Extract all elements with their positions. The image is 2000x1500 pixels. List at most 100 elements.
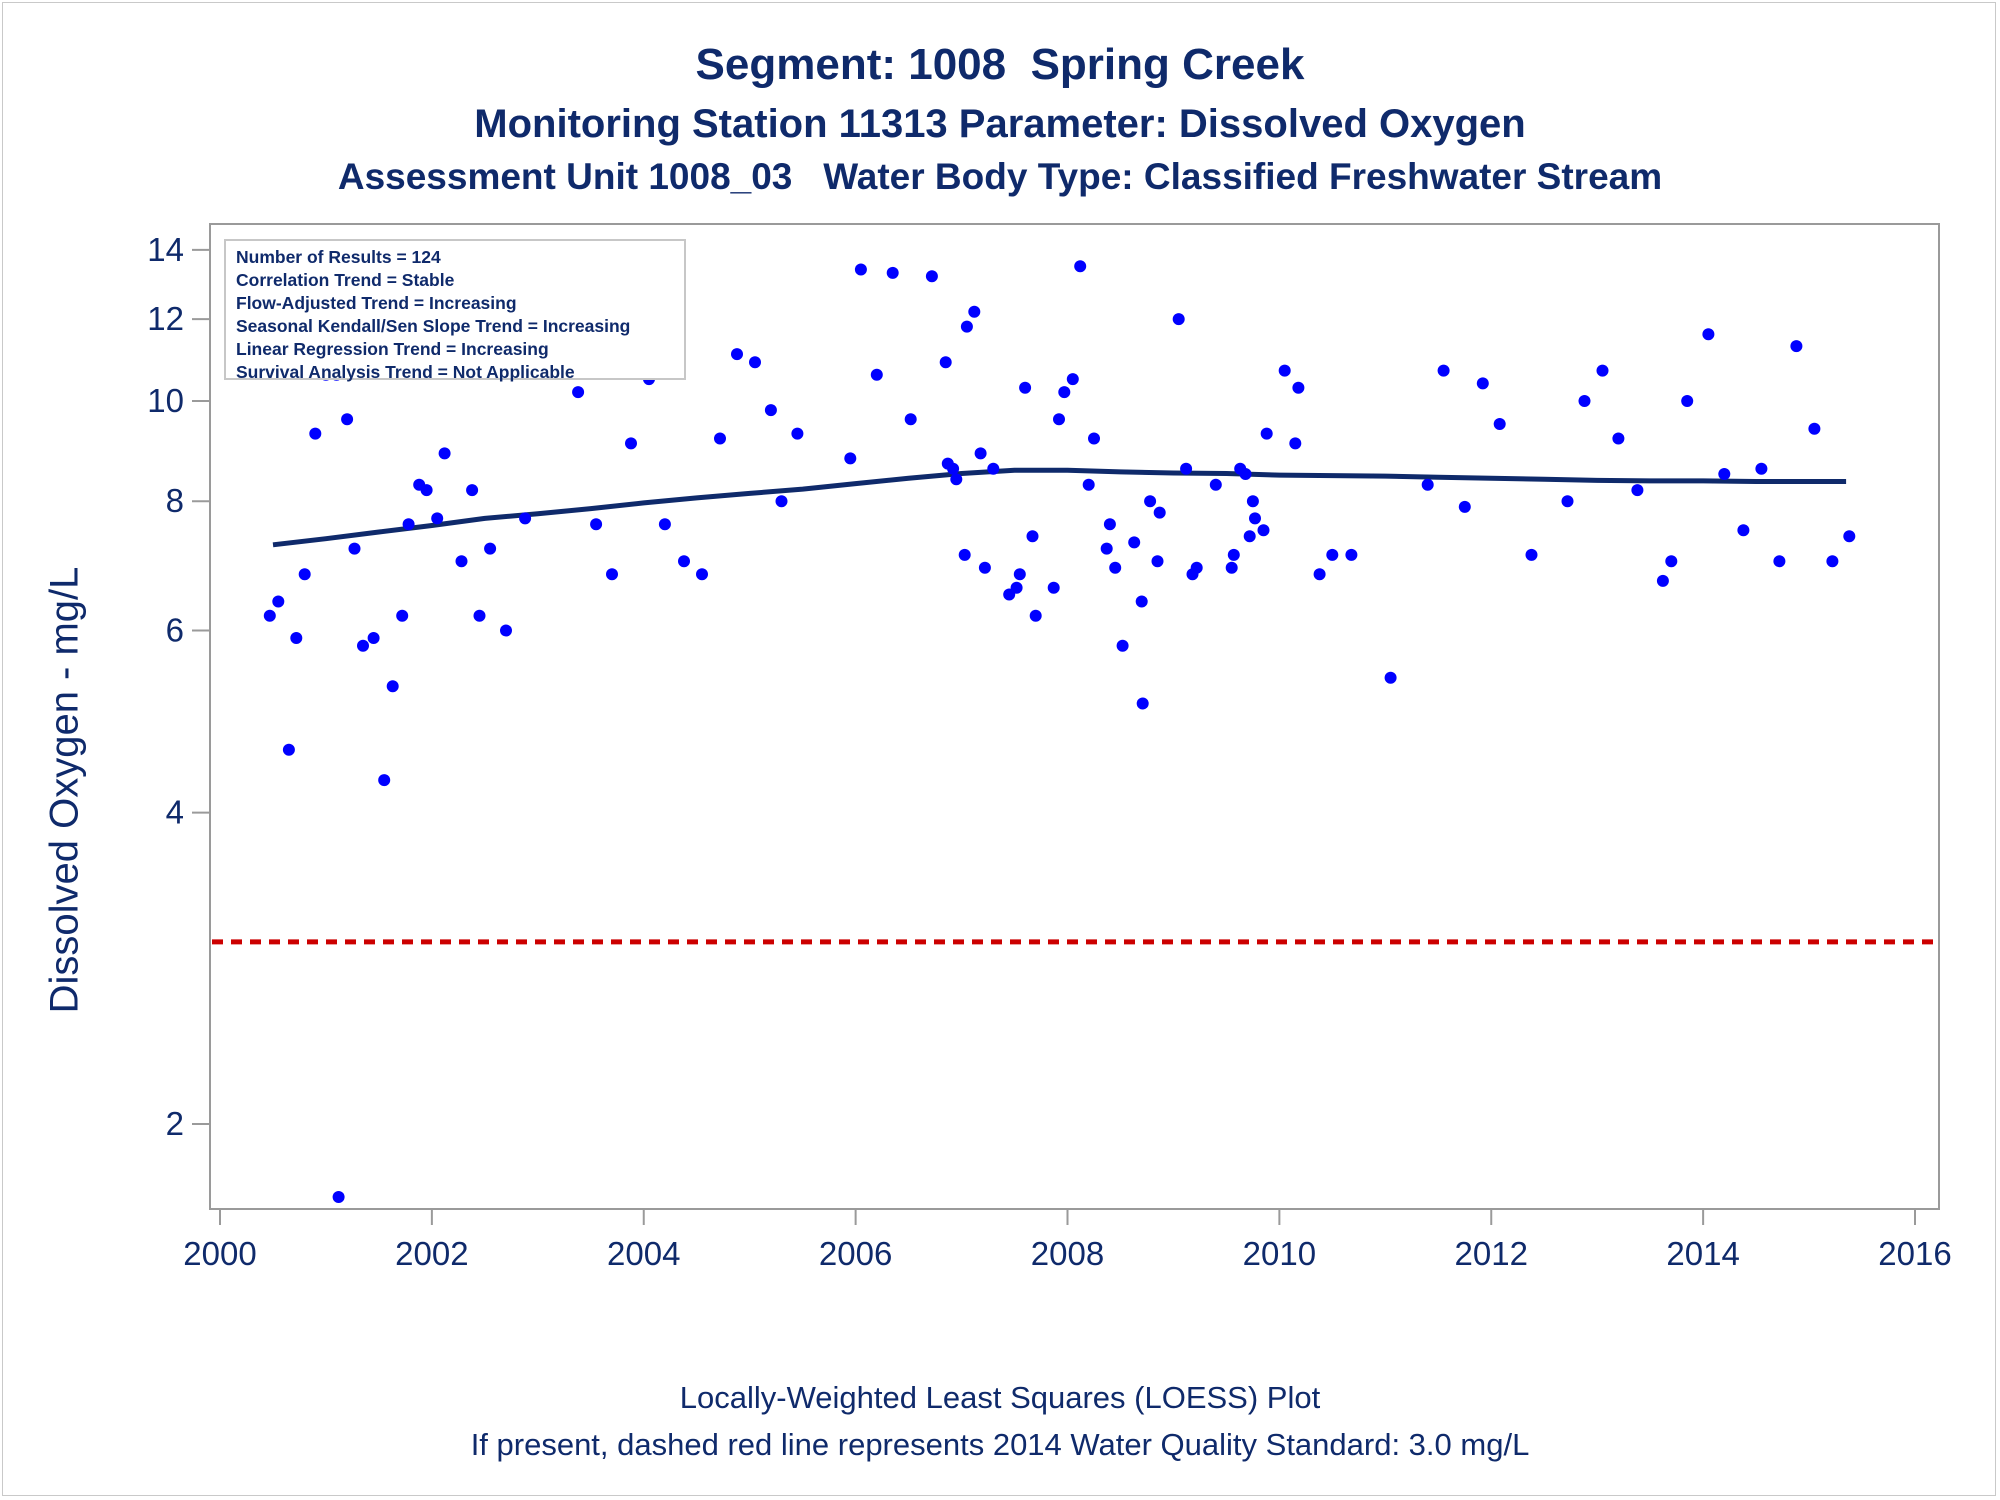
stat-number-of-results: Number of Results = 124 — [236, 247, 441, 267]
stat-survival-analysis-trend: Survival Analysis Trend = Not Applicable — [236, 362, 575, 382]
data-point — [1278, 364, 1291, 377]
data-point — [1151, 555, 1164, 568]
data-point — [791, 427, 804, 440]
data-point — [886, 266, 899, 279]
x-tick-label: 2000 — [183, 1235, 256, 1272]
data-point — [974, 447, 987, 460]
data-point — [1596, 364, 1609, 377]
data-point — [396, 609, 409, 622]
x-tick-label: 2012 — [1455, 1235, 1528, 1272]
data-point — [1225, 561, 1238, 574]
data-point — [1190, 561, 1203, 574]
data-point — [1013, 568, 1026, 581]
x-tick-label: 2004 — [607, 1235, 680, 1272]
stat-linear-regression-trend: Linear Regression Trend = Increasing — [236, 339, 549, 359]
data-point — [1681, 395, 1694, 407]
data-point — [1180, 462, 1193, 475]
data-point — [1026, 530, 1039, 543]
chart-title: Segment: 1008 Spring Creek — [695, 40, 1305, 89]
data-point — [357, 639, 369, 652]
trend-stats-box: Number of Results = 124 Correlation Tren… — [224, 239, 686, 382]
data-point — [1612, 432, 1625, 445]
data-point — [484, 542, 497, 555]
data-point — [987, 462, 1000, 475]
y-tick-label: 4 — [166, 794, 184, 831]
data-point — [1384, 671, 1397, 684]
data-point — [455, 555, 468, 568]
data-point — [1100, 542, 1113, 555]
data-point — [500, 624, 512, 637]
data-point — [904, 413, 917, 426]
data-point — [854, 263, 867, 276]
data-point — [1257, 524, 1270, 537]
data-point — [1246, 495, 1259, 508]
data-point — [590, 518, 603, 531]
data-point — [1249, 512, 1261, 525]
data-point — [1128, 536, 1141, 549]
data-point — [606, 568, 618, 581]
y-axis: 2 4 6 8 10 12 14 — [147, 231, 210, 1142]
data-point — [1826, 555, 1839, 568]
footnote-standard: If present, dashed red line represents 2… — [470, 1427, 1530, 1462]
data-point — [1476, 377, 1489, 390]
data-point — [1136, 697, 1149, 710]
data-point — [939, 356, 952, 369]
data-point — [1116, 639, 1129, 652]
x-tick-label: 2010 — [1243, 1235, 1316, 1272]
data-point — [1665, 555, 1678, 568]
data-point — [572, 386, 585, 399]
y-tick-label: 14 — [147, 231, 184, 268]
data-point — [1153, 506, 1166, 519]
data-point — [309, 427, 322, 440]
data-point — [1313, 568, 1326, 581]
data-point — [947, 462, 960, 475]
data-point — [870, 368, 883, 381]
data-point — [1289, 437, 1302, 450]
data-point — [775, 495, 788, 508]
data-point — [1702, 328, 1715, 341]
data-point — [968, 305, 981, 318]
data-point — [431, 512, 444, 525]
data-point — [1718, 468, 1731, 480]
x-tick-label: 2016 — [1878, 1235, 1951, 1272]
data-point — [290, 632, 303, 644]
x-axis: 2000 2002 2004 2006 2008 2010 2012 2014 2016 — [183, 1209, 1952, 1272]
data-point — [978, 561, 991, 574]
data-point — [1144, 495, 1157, 508]
data-point — [696, 568, 708, 581]
data-point — [367, 632, 380, 644]
chart-subtitle: Monitoring Station 11313 Parameter: Diss… — [474, 102, 1526, 146]
data-point — [438, 447, 451, 460]
data-point — [332, 1191, 345, 1203]
data-point — [1088, 432, 1100, 445]
data-point — [1292, 381, 1305, 394]
data-point — [731, 348, 743, 361]
data-point — [519, 512, 532, 525]
data-point — [1421, 478, 1434, 491]
data-point — [402, 518, 415, 531]
data-point — [466, 484, 479, 497]
data-point — [958, 548, 971, 561]
footnote-loess: Locally-Weighted Least Squares (LOESS) P… — [679, 1380, 1321, 1415]
data-point — [950, 473, 963, 486]
data-point — [298, 568, 311, 581]
data-point — [625, 437, 637, 450]
data-point — [1843, 530, 1856, 543]
data-point — [1578, 395, 1591, 407]
y-tick-label: 10 — [147, 382, 184, 419]
data-point — [1755, 462, 1768, 475]
y-axis-label: Dissolved Oxygen - mg/L — [42, 566, 87, 1014]
data-point — [1737, 524, 1750, 537]
data-point — [1172, 313, 1185, 326]
data-point — [1135, 595, 1148, 608]
stat-flow-adjusted-trend: Flow-Adjusted Trend = Increasing — [236, 293, 517, 313]
data-point — [1010, 581, 1023, 594]
data-point — [341, 413, 354, 426]
x-tick-label: 2002 — [395, 1235, 468, 1272]
data-point — [658, 518, 671, 531]
y-tick-label: 6 — [166, 611, 184, 648]
chart-subtitle-2: Assessment Unit 1008_03 Water Body Type:… — [337, 156, 1663, 197]
data-point — [1103, 518, 1116, 531]
data-point — [1561, 495, 1574, 508]
x-tick-label: 2006 — [819, 1235, 892, 1272]
